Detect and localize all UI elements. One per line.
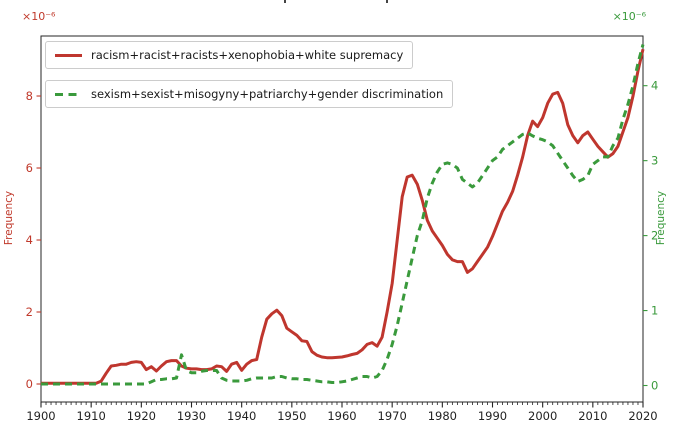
right-axis-title: Frequency: [655, 190, 667, 246]
clipped-title-fragment: [284, 0, 286, 3]
left-tick-label: 6: [26, 161, 33, 175]
x-tick-label: 1900: [26, 409, 55, 423]
x-tick-label: 1920: [127, 409, 156, 423]
green-dashed-line-sample: [55, 92, 82, 96]
red-solid-line-sample: [55, 53, 82, 57]
x-tick-label: 1930: [177, 409, 206, 423]
left-tick-label: 8: [26, 89, 33, 103]
legend-label-sexism: sexism+sexist+misogyny+patriarchy+gender…: [91, 87, 444, 101]
left-axis-offset-label: ×10⁻⁶: [22, 10, 56, 23]
clipped-title-fragment: [386, 0, 388, 3]
series-line-sexism: [41, 44, 645, 386]
right-tick-label: 4: [651, 79, 658, 93]
right-tick-label: 0: [651, 379, 658, 393]
legend-racism-series: racism+racist+racists+xenophobia+white s…: [45, 41, 414, 69]
x-tick-label: 1970: [378, 409, 407, 423]
x-tick-label: 1980: [428, 409, 457, 423]
x-tick-label: 1910: [77, 409, 106, 423]
left-tick-label: 0: [26, 377, 33, 391]
x-tick-label: 2020: [628, 409, 657, 423]
x-tick-label: 1950: [277, 409, 306, 423]
legend-label-racism: racism+racist+racists+xenophobia+white s…: [91, 48, 404, 62]
x-tick-label: 2000: [528, 409, 557, 423]
x-tick-label: 1990: [478, 409, 507, 423]
left-axis-title: Frequency: [3, 190, 15, 246]
right-tick-label: 1: [651, 304, 658, 318]
legend-sexism-series: sexism+sexist+misogyny+patriarchy+gender…: [45, 80, 454, 108]
left-tick-label: 4: [26, 233, 33, 247]
right-tick-label: 3: [651, 154, 658, 168]
x-tick-label: 2010: [578, 409, 607, 423]
series-line-racism: [41, 48, 645, 385]
x-tick-label: 1960: [327, 409, 356, 423]
left-tick-label: 2: [26, 305, 33, 319]
right-axis-offset-label: ×10⁻⁶: [612, 10, 646, 23]
right-tick-label: 2: [651, 229, 658, 243]
x-tick-label: 1940: [227, 409, 256, 423]
